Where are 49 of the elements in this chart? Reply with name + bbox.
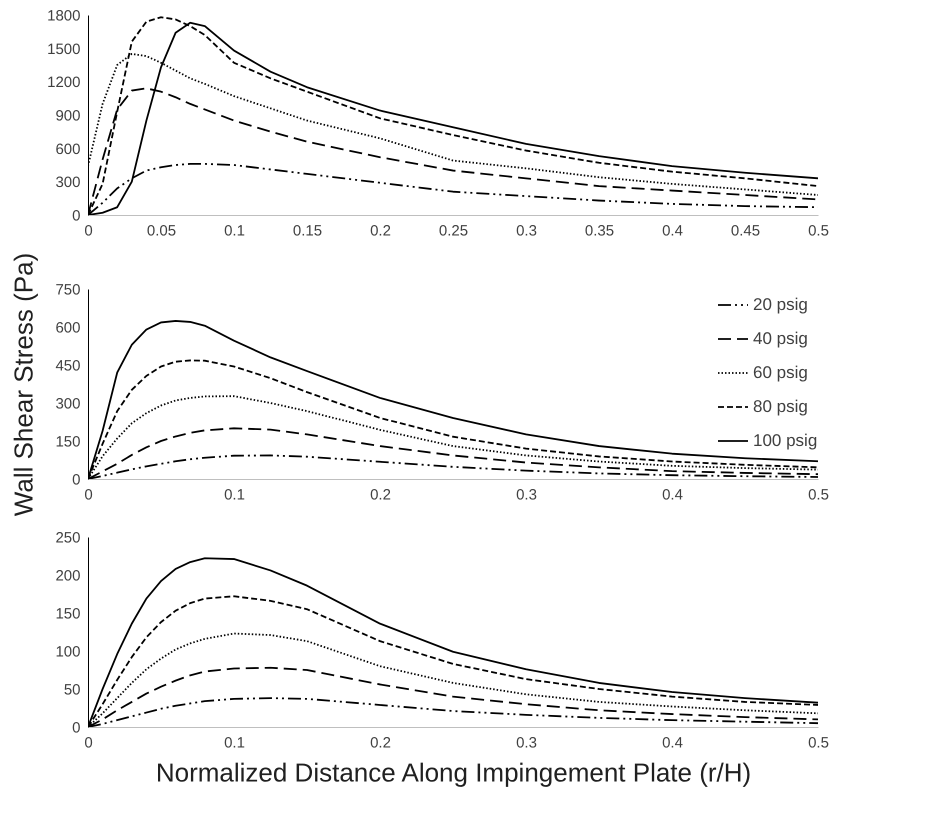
y-tick-label: 0 bbox=[72, 208, 80, 224]
x-tick-label: 0.45 bbox=[730, 222, 760, 240]
y-tick-label: 1800 bbox=[47, 8, 80, 24]
y-tick-label: 200 bbox=[55, 568, 80, 584]
x-tick-label: 0.2 bbox=[370, 486, 391, 504]
x-tick-label: 0 bbox=[84, 734, 93, 752]
x-tick-label: 0.05 bbox=[146, 222, 176, 240]
legend-label: 100 psig bbox=[753, 431, 818, 450]
y-tick-label: 250 bbox=[55, 530, 80, 546]
y-tick-label: 150 bbox=[55, 606, 80, 622]
x-tick-label: 0.5 bbox=[808, 222, 829, 240]
legend-label: 60 psig bbox=[753, 363, 808, 382]
legend-label: 20 psig bbox=[753, 295, 808, 314]
legend-label: 40 psig bbox=[753, 329, 808, 348]
y-tick-label: 300 bbox=[55, 174, 80, 192]
y-tick-label: 450 bbox=[55, 358, 80, 374]
y-tick-label: 750 bbox=[55, 282, 80, 298]
x-tick-label: 0.1 bbox=[224, 222, 245, 240]
x-tick-label: 0.25 bbox=[438, 222, 468, 240]
y-tick-label: 600 bbox=[55, 320, 80, 336]
x-tick-label: 0.1 bbox=[224, 734, 245, 752]
y-tick-label: 0 bbox=[72, 472, 80, 488]
x-tick-label: 0.1 bbox=[224, 486, 245, 504]
y-axis-title: Wall Shear Stress (Pa) bbox=[8, 252, 38, 516]
y-tick-label: 50 bbox=[64, 682, 80, 698]
x-tick-label: 0 bbox=[84, 222, 93, 240]
y-tick-label: 300 bbox=[55, 396, 80, 412]
y-tick-label: 1500 bbox=[47, 40, 80, 58]
y-tick-label: 150 bbox=[55, 434, 80, 450]
x-tick-label: 0.3 bbox=[516, 734, 537, 752]
y-tick-label: 100 bbox=[55, 644, 80, 660]
x-tick-label: 0.5 bbox=[808, 734, 829, 752]
x-tick-label: 0.3 bbox=[516, 486, 537, 504]
x-tick-label: 0.2 bbox=[370, 734, 391, 752]
x-tick-label: 0.4 bbox=[662, 734, 683, 752]
x-tick-label: 0.35 bbox=[584, 222, 614, 240]
x-tick-label: 0.3 bbox=[516, 222, 537, 240]
x-tick-label: 0.4 bbox=[662, 486, 683, 504]
legend-label: 80 psig bbox=[753, 397, 808, 416]
y-tick-label: 900 bbox=[55, 108, 80, 124]
x-tick-label: 0.4 bbox=[662, 222, 683, 240]
y-tick-label: 600 bbox=[55, 140, 80, 158]
y-tick-label: 1200 bbox=[47, 74, 80, 92]
x-tick-label: 0.2 bbox=[370, 222, 391, 240]
x-axis-title: Normalized Distance Along Impingement Plate (r/H) bbox=[156, 758, 752, 788]
y-tick-label: 0 bbox=[72, 720, 80, 736]
x-tick-label: 0.5 bbox=[808, 486, 829, 504]
x-tick-label: 0.15 bbox=[292, 222, 322, 240]
x-tick-label: 0 bbox=[84, 486, 93, 504]
